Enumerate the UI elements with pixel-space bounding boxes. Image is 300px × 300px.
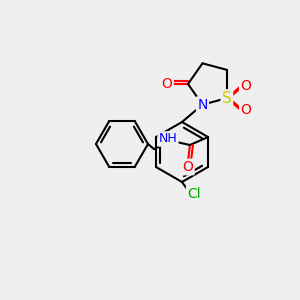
Text: O: O — [182, 160, 194, 174]
Text: N: N — [197, 98, 208, 112]
Text: O: O — [240, 79, 251, 93]
Text: O: O — [240, 103, 251, 117]
Text: Cl: Cl — [187, 187, 201, 201]
Text: O: O — [162, 77, 172, 91]
Text: NH: NH — [159, 133, 177, 146]
Text: S: S — [222, 91, 232, 106]
